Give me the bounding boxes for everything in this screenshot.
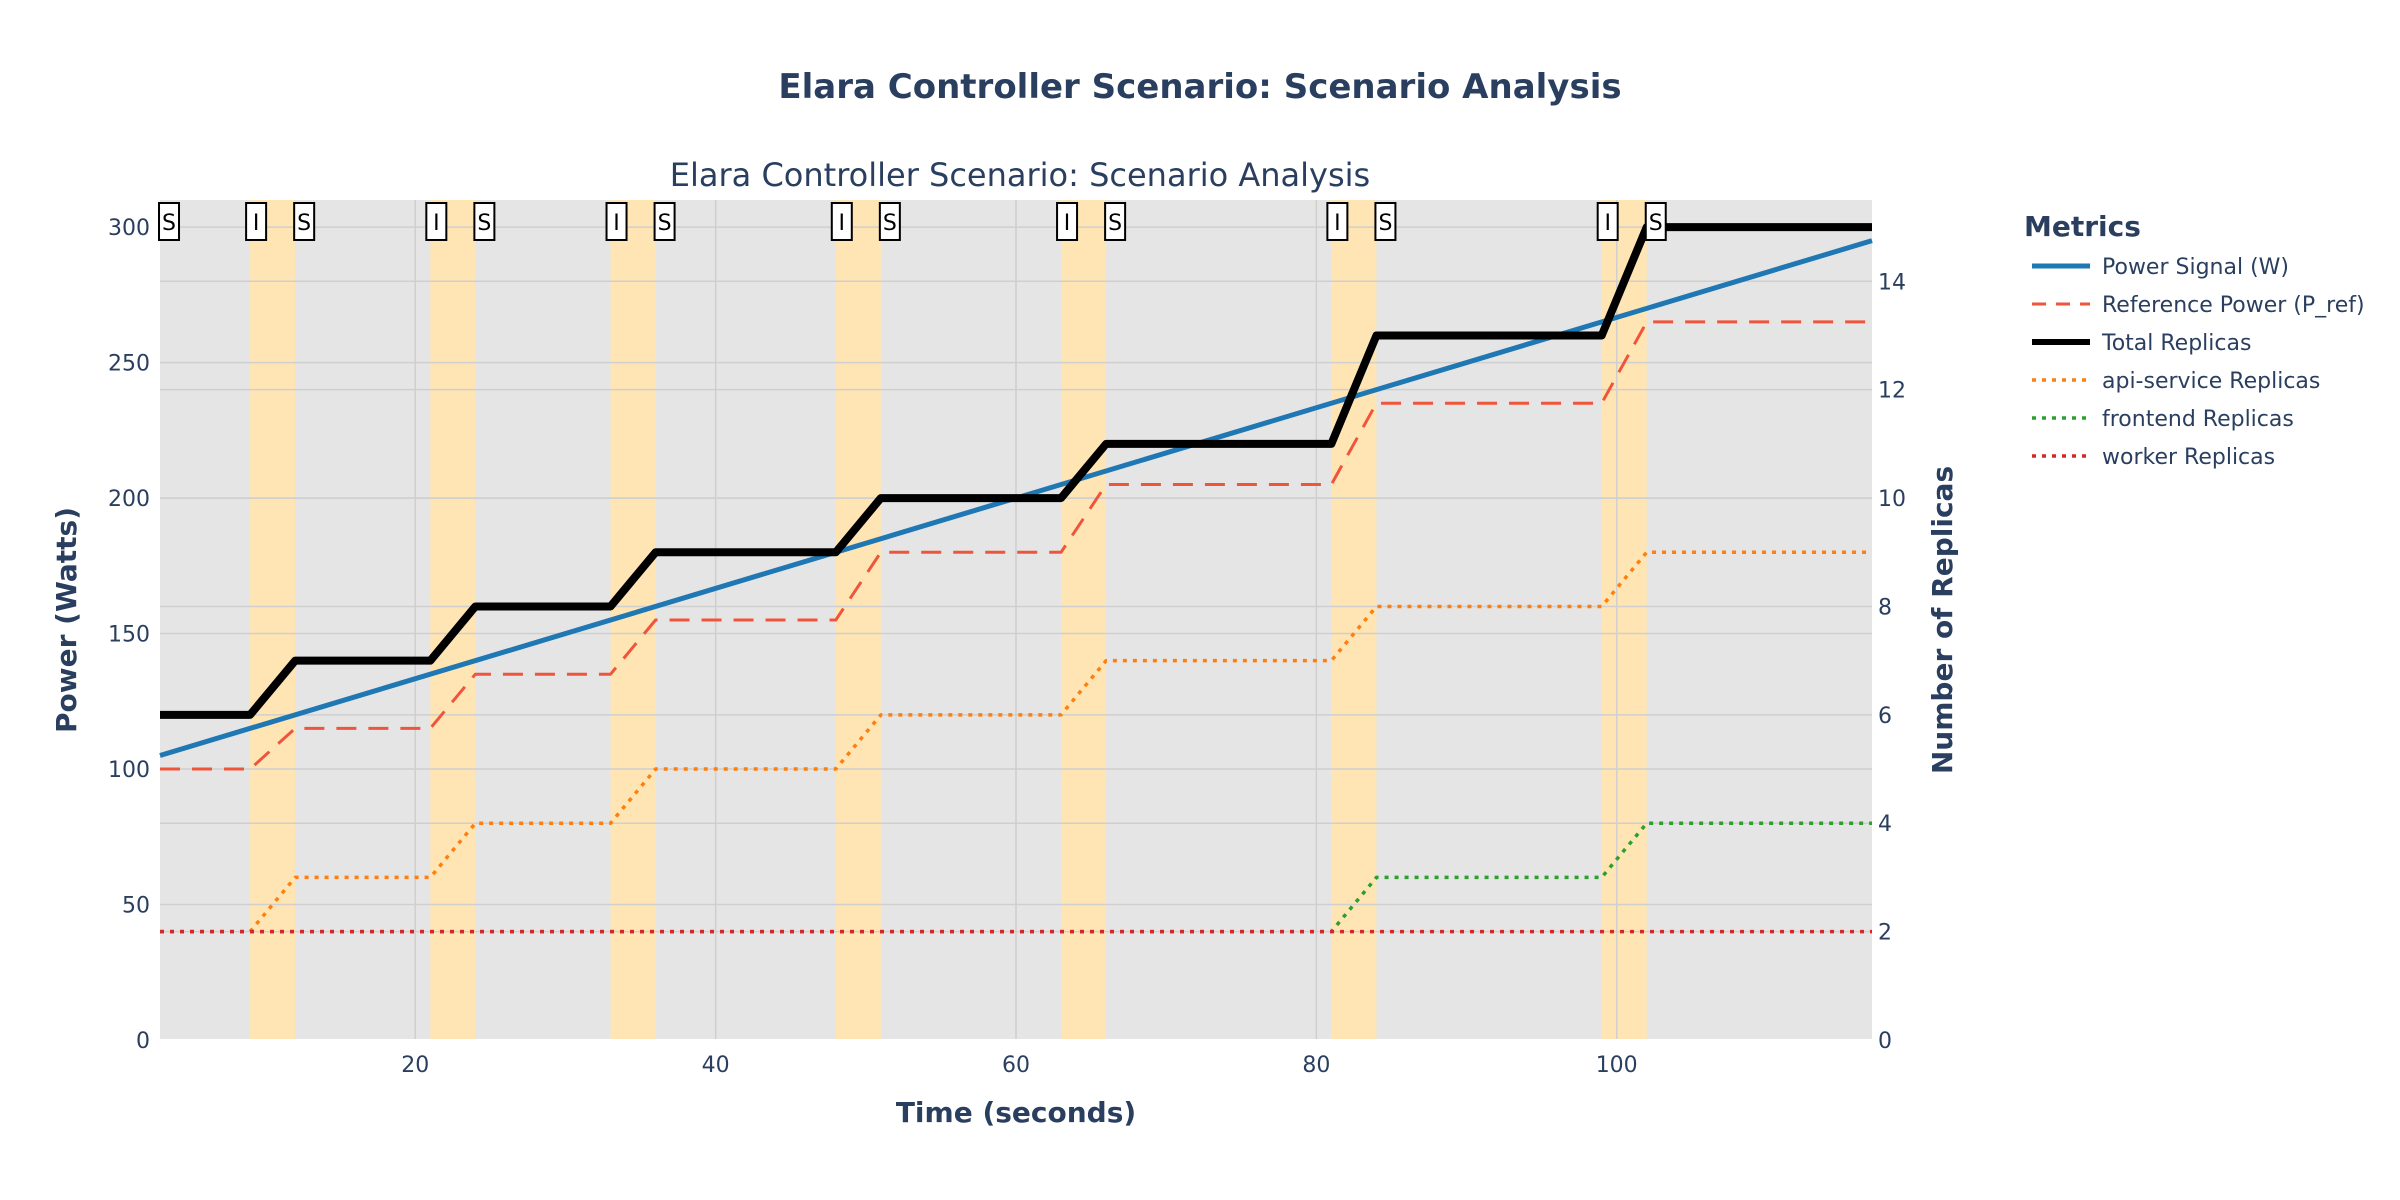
event-marker-box [1056, 202, 1079, 241]
event-marker-box [830, 202, 853, 241]
event-marker: I [1326, 202, 1349, 241]
event-marker-box [878, 202, 901, 241]
legend-label: worker Replicas [2102, 445, 2275, 470]
highlight-band [250, 200, 296, 1040]
event-marker-label: I [433, 211, 440, 236]
event-marker: I [245, 202, 268, 241]
y2-tick-label: 6 [1878, 704, 1892, 729]
event-marker-label: S [162, 211, 176, 236]
event-marker: S [473, 202, 496, 241]
series-line-total-replicas [160, 223, 1872, 719]
event-marker-box [158, 202, 181, 241]
axis-ticks: 20 40 60 80 100 0 50 100 150 200 250 300 0 2 4 6 8 10 12 14 [108, 216, 1906, 1078]
event-marker-label: S [297, 211, 311, 236]
y-tick-label: 250 [108, 352, 150, 377]
legend-item-worker-replicas[interactable]: worker Replicas [2032, 445, 2275, 470]
y2-tick-label: 0 [1878, 1029, 1892, 1054]
event-marker: S [293, 202, 316, 241]
y2-axis-title: Number of Replicas [1926, 466, 1959, 774]
event-marker: I [605, 202, 628, 241]
y2-tick-label: 10 [1878, 487, 1906, 512]
event-marker-label: I [839, 211, 846, 236]
y-axis-title: Power (Watts) [50, 507, 83, 733]
event-marker: I [1056, 202, 1079, 241]
event-marker-label: I [1604, 211, 1611, 236]
event-marker-box [473, 202, 496, 241]
legend-item-frontend-replicas[interactable]: frontend Replicas [2032, 407, 2294, 432]
legend-item-total-replicas[interactable]: Total Replicas [2032, 331, 2251, 356]
x-tick-label: 80 [1302, 1053, 1330, 1078]
event-marker-box [653, 202, 676, 241]
event-marker-label: S [1378, 211, 1392, 236]
y-tick-label: 50 [122, 894, 150, 919]
event-marker-label: S [1108, 211, 1122, 236]
legend-label: Power Signal (W) [2102, 255, 2289, 280]
event-marker-box [1104, 202, 1127, 241]
y2-tick-label: 12 [1878, 379, 1906, 404]
event-marker-label: S [1649, 211, 1663, 236]
y-tick-label: 0 [136, 1029, 150, 1054]
chart-subtitle: Elara Controller Scenario: Scenario Anal… [670, 156, 1370, 194]
y-tick-label: 150 [108, 623, 150, 648]
gridlines [160, 200, 1872, 1041]
legend-items: Power Signal (W) Reference Power (P_ref) T… [2032, 255, 2365, 470]
legend-label: Reference Power (P_ref) [2102, 293, 2365, 318]
highlight-bands [250, 200, 1647, 1040]
event-marker-box [1644, 202, 1667, 241]
legend-item-power-signal-w[interactable]: Power Signal (W) [2032, 255, 2289, 280]
y2-tick-label: 4 [1878, 812, 1892, 837]
event-marker: I [830, 202, 853, 241]
y2-tick-label: 2 [1878, 921, 1892, 946]
event-marker-label: I [1334, 211, 1341, 236]
event-marker: S [158, 202, 181, 241]
y-tick-label: 300 [108, 216, 150, 241]
event-marker-label: S [883, 211, 897, 236]
highlight-band [1331, 200, 1377, 1040]
event-marker-box [605, 202, 628, 241]
x-tick-label: 40 [702, 1053, 730, 1078]
event-marker: S [1104, 202, 1127, 241]
event-marker-box [293, 202, 316, 241]
y2-tick-label: 8 [1878, 595, 1892, 620]
event-marker: I [425, 202, 448, 241]
event-marker-label: S [658, 211, 672, 236]
event-marker-label: S [477, 211, 491, 236]
series-line-reference-power-p-ref [160, 320, 1872, 771]
legend-label: Total Replicas [2101, 331, 2251, 356]
legend-title: Metrics [2024, 210, 2141, 243]
series-line-api-service-replicas [160, 550, 1872, 934]
legend-item-reference-power-p-ref[interactable]: Reference Power (P_ref) [2032, 293, 2365, 318]
event-marker: S [1374, 202, 1397, 241]
y-tick-label: 200 [108, 487, 150, 512]
event-marker: S [653, 202, 676, 241]
event-marker: S [1644, 202, 1667, 241]
x-tick-label: 20 [401, 1053, 429, 1078]
chart-title: Elara Controller Scenario: Scenario Anal… [778, 67, 1621, 107]
event-marker-label: I [613, 211, 620, 236]
y-tick-label: 100 [108, 758, 150, 783]
event-marker-box [425, 202, 448, 241]
highlight-band [1601, 200, 1647, 1040]
x-tick-label: 100 [1596, 1053, 1638, 1078]
x-axis-title: Time (seconds) [896, 1096, 1136, 1129]
event-marker: S [878, 202, 901, 241]
legend-label: frontend Replicas [2102, 407, 2294, 432]
legend-label: api-service Replicas [2102, 369, 2320, 394]
y2-tick-label: 14 [1878, 270, 1906, 295]
series-lines [159, 223, 1873, 934]
x-tick-label: 60 [1002, 1053, 1030, 1078]
event-marker-box [1596, 202, 1619, 241]
event-marker: I [1596, 202, 1619, 241]
event-marker-box [1374, 202, 1397, 241]
event-marker-label: I [253, 211, 260, 236]
legend-item-api-service-replicas[interactable]: api-service Replicas [2032, 369, 2320, 394]
event-marker-box [1326, 202, 1349, 241]
event-marker-label: I [1064, 211, 1071, 236]
highlight-band [835, 200, 881, 1040]
legend: Metrics Power Signal (W) Reference Power … [2024, 210, 2365, 470]
highlight-band [1061, 200, 1107, 1040]
event-marker-box [245, 202, 268, 241]
